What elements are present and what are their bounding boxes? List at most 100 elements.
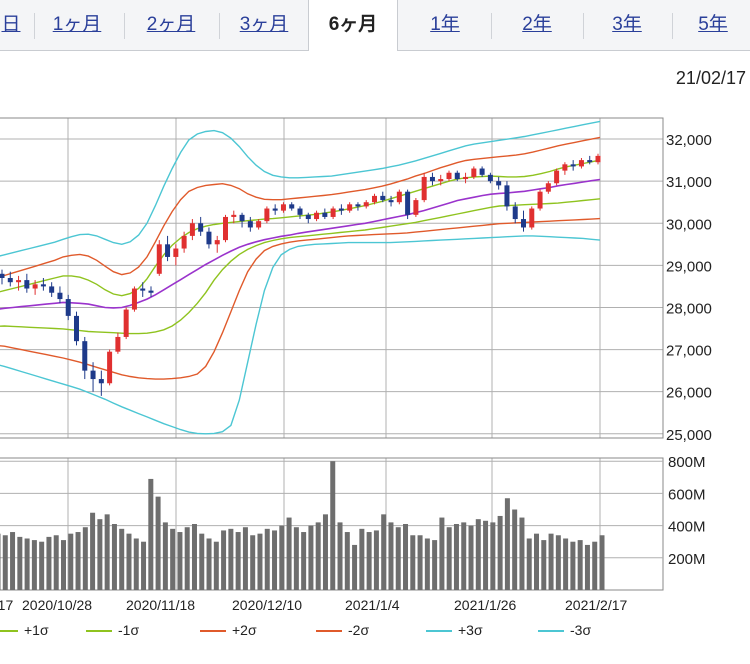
volume-bar [344, 532, 350, 590]
candle-body [239, 214, 245, 222]
volume-bar [17, 536, 23, 590]
volume-bar [279, 525, 285, 590]
candle-body [0, 273, 5, 278]
date-tick-label: 2020/12/10 [232, 597, 302, 613]
chart-legend: +1σ -1σ +2σ -2σ +3σ -3σ [0, 616, 750, 646]
candle-body [49, 286, 55, 293]
candle-body [131, 288, 137, 310]
volume-tick-label: 200M [668, 551, 706, 568]
candle-body [587, 160, 593, 163]
volume-bar [235, 532, 241, 590]
candle-body [98, 379, 104, 384]
candle-body [479, 168, 485, 175]
volume-bar [264, 528, 270, 590]
candle-body [115, 336, 121, 352]
tab-3-months[interactable]: 3ヶ月 [239, 14, 289, 35]
volume-bar [381, 514, 387, 590]
candle-body [148, 290, 154, 293]
volume-bar [490, 522, 496, 590]
legend-label: -2σ [348, 622, 370, 638]
volume-bar [432, 540, 438, 590]
volume-tick-label: 800M [668, 454, 706, 471]
candle-body [289, 204, 295, 209]
date-tick-label: 2020/11/18 [126, 597, 195, 613]
volume-bar [446, 527, 452, 590]
volume-bar [366, 532, 372, 590]
band-m1 [0, 198, 601, 335]
volume-bar [272, 530, 278, 590]
volume-bar [148, 478, 154, 590]
volume-bar [439, 517, 445, 590]
date-axis-labels: 9/17 2020/10/28 2020/11/18 2020/12/10 2021/1… [0, 597, 627, 613]
candle-body [305, 214, 311, 220]
tab-2-years[interactable]: 2年 [522, 14, 552, 35]
tab-day[interactable]: 日 [1, 14, 21, 35]
volume-bar [2, 535, 8, 590]
candle-body [454, 172, 460, 180]
candle-body [231, 214, 237, 217]
candle-body [570, 164, 576, 167]
candle-body [223, 216, 228, 241]
tab-5-years[interactable]: 5年 [698, 14, 728, 35]
price-tick-label: 32,000 [666, 132, 712, 149]
volume-bar [570, 541, 576, 590]
candle-body [496, 181, 502, 186]
tab-1-year[interactable]: 1年 [430, 14, 460, 35]
volume-bar [497, 515, 503, 590]
volume-bar [206, 538, 212, 590]
volume-bar [68, 533, 74, 590]
volume-bar [337, 522, 343, 590]
price-tick-label: 28,000 [666, 300, 712, 317]
volume-bar [24, 538, 30, 590]
candle-body [396, 191, 402, 203]
legend-item-minus3sigma: -3σ [538, 622, 591, 638]
tab-separator [583, 13, 584, 39]
candlesticks [0, 153, 601, 396]
legend-item-plus2sigma: +2σ [200, 622, 257, 638]
volume-bar [155, 496, 161, 590]
candle-body [545, 183, 551, 192]
date-tick-label: 9/17 [0, 597, 13, 613]
volume-bar [388, 522, 394, 590]
volume-bar [512, 509, 518, 590]
candle-body [32, 284, 38, 289]
tab-separator [672, 13, 673, 39]
legend-label: +2σ [232, 622, 257, 638]
candle-body [380, 195, 386, 201]
volume-bar [599, 535, 605, 590]
volume-axis-labels: 200M 400M 600M 800M [668, 454, 706, 568]
tab-1-month[interactable]: 1ヶ月 [52, 14, 102, 35]
date-tick-label: 2020/10/28 [22, 597, 92, 613]
candle-body [421, 176, 427, 201]
volume-bar [548, 533, 554, 590]
candle-body [247, 221, 253, 228]
volume-bar [199, 533, 205, 590]
tab-3-years[interactable]: 3年 [612, 14, 642, 35]
candle-body [388, 200, 394, 203]
bollinger-bands [0, 120, 601, 435]
candle-body [57, 292, 63, 300]
candle-body [156, 244, 162, 274]
candle-body [463, 176, 469, 180]
volume-bar [315, 522, 321, 590]
tab-2-months[interactable]: 2ヶ月 [146, 14, 196, 35]
candle-body [198, 223, 204, 232]
tab-separator [124, 13, 125, 39]
tab-6-months[interactable]: 6ヶ月 [308, 0, 398, 51]
candle-body [82, 341, 88, 371]
candle-body [107, 351, 113, 384]
volume-bar [563, 538, 569, 590]
candle-body [529, 208, 535, 228]
volume-bar [526, 538, 532, 590]
volume-bar [104, 514, 110, 590]
price-tick-label: 27,000 [666, 343, 712, 360]
candle-body [322, 212, 328, 217]
volume-bar [475, 519, 481, 590]
volume-bar [184, 527, 190, 590]
volume-bar [75, 532, 81, 590]
volume-bar [468, 525, 474, 590]
candle-body [405, 191, 411, 215]
price-frame [0, 117, 664, 439]
candle-body [521, 219, 526, 228]
volume-bar [417, 535, 423, 590]
